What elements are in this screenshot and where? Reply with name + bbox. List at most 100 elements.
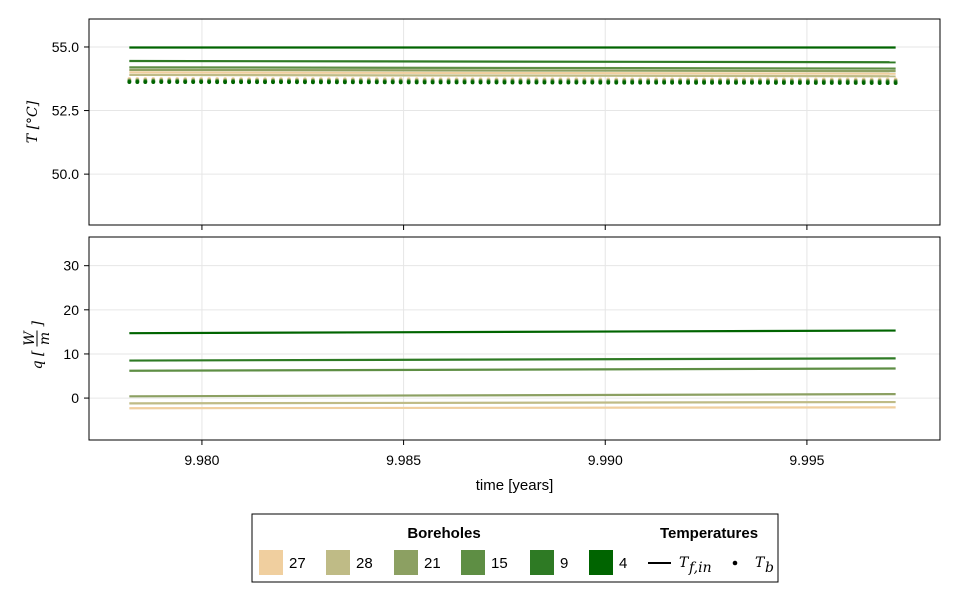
- series-point: [606, 80, 611, 85]
- series-point: [406, 80, 411, 85]
- series-point: [726, 80, 730, 85]
- series-point: [374, 80, 379, 85]
- series-point: [295, 80, 299, 85]
- series-point: [430, 80, 435, 85]
- plot-frame: [88, 236, 941, 441]
- series-line-9: [129, 59, 896, 64]
- legend-label-21: 21: [424, 555, 441, 572]
- series-point: [670, 80, 675, 85]
- series-point: [279, 80, 283, 85]
- series-point: [422, 80, 427, 85]
- series-point: [167, 80, 172, 85]
- series-line-28: [129, 73, 896, 78]
- legend-swatch-9: [530, 550, 554, 575]
- series-point: [470, 80, 475, 85]
- legend-swatch-21: [394, 550, 418, 575]
- series-point: [574, 80, 579, 85]
- legend-title-boreholes: Boreholes: [407, 525, 480, 542]
- series-point: [702, 80, 706, 85]
- legend-label-4: 4: [619, 555, 627, 572]
- plot-frame: [88, 18, 941, 226]
- series-point: [550, 80, 555, 85]
- legend-swatch-15: [461, 550, 485, 575]
- series-point: [183, 80, 188, 85]
- y-axis-label-num: W: [22, 330, 38, 346]
- panel-temperature: 50.0 52.5 55.0 T [°C]: [25, 18, 941, 230]
- series-points-4: [127, 80, 898, 85]
- series-point: [510, 80, 515, 85]
- y-tick-label: 52.5: [52, 103, 79, 119]
- legend-dot-marker: [732, 560, 738, 566]
- series-point: [486, 80, 491, 85]
- legend-title-temperatures: Temperatures: [660, 525, 758, 542]
- series-line-27: [129, 406, 896, 410]
- series-point: [781, 81, 786, 85]
- series-point: [231, 80, 236, 85]
- series-point: [303, 80, 307, 85]
- legend-label-tb-sub: b: [765, 560, 774, 576]
- legend-swatch-28: [326, 550, 350, 575]
- legend-label-27: 27: [289, 555, 306, 572]
- y-axis-label-den: m: [37, 332, 53, 345]
- series-point: [542, 80, 547, 85]
- series-point: [382, 80, 387, 85]
- series-point: [159, 80, 164, 85]
- series-point: [566, 80, 571, 85]
- series-point: [199, 80, 204, 85]
- y-axis-label-bracket: ]: [30, 321, 46, 328]
- series-point: [135, 80, 140, 84]
- series-point: [614, 80, 619, 85]
- series-point: [151, 80, 156, 85]
- series-point: [366, 80, 371, 85]
- y-tick-label: 0: [71, 390, 79, 406]
- series-point: [326, 80, 331, 85]
- series-point: [494, 80, 499, 85]
- series-line-4: [129, 329, 896, 335]
- legend-swatch-27: [259, 550, 283, 575]
- series-point: [789, 81, 794, 85]
- series-point: [742, 80, 746, 85]
- series-point: [598, 80, 603, 85]
- series-point: [686, 80, 690, 85]
- panel-heat_flow: 0 10 20 30 9.980 9.985 9.990 9.995 q [W m] time [y…: [22, 236, 941, 494]
- series-point: [877, 81, 882, 85]
- series-point: [191, 80, 196, 85]
- series-point: [558, 80, 563, 85]
- series-point: [734, 80, 738, 85]
- series-point: [263, 80, 267, 85]
- series-point: [319, 80, 323, 85]
- series-point: [813, 81, 818, 85]
- series-point: [654, 80, 659, 85]
- legend-label-tfin-sub: f,in: [688, 560, 712, 576]
- series-point: [255, 80, 259, 85]
- x-axis-label: time [years]: [476, 477, 554, 494]
- series-line-28: [129, 400, 896, 405]
- series-point: [766, 81, 770, 85]
- series-point: [526, 80, 531, 85]
- series-point: [502, 80, 507, 85]
- legend-label-tfin: T: [679, 555, 690, 571]
- y-axis-label: T [°C]: [25, 100, 41, 143]
- series-point: [774, 81, 778, 85]
- series-point: [143, 80, 148, 84]
- y-tick-label: 10: [63, 346, 79, 362]
- series-point: [622, 80, 627, 85]
- series-point: [223, 80, 228, 85]
- x-tick-label: 9.985: [386, 452, 421, 468]
- legend-label-9: 9: [560, 555, 568, 572]
- series-point: [518, 80, 523, 85]
- series-point: [853, 81, 858, 85]
- series-point: [358, 80, 363, 85]
- series-point: [454, 80, 459, 85]
- series-point: [582, 80, 587, 85]
- series-point: [590, 80, 595, 85]
- series-point: [342, 80, 347, 85]
- series-point: [861, 81, 866, 85]
- series-line-15: [129, 66, 896, 70]
- legend-label-tb: T: [755, 555, 766, 571]
- series-point: [127, 80, 132, 84]
- series-point: [311, 80, 315, 85]
- series-point: [797, 81, 802, 85]
